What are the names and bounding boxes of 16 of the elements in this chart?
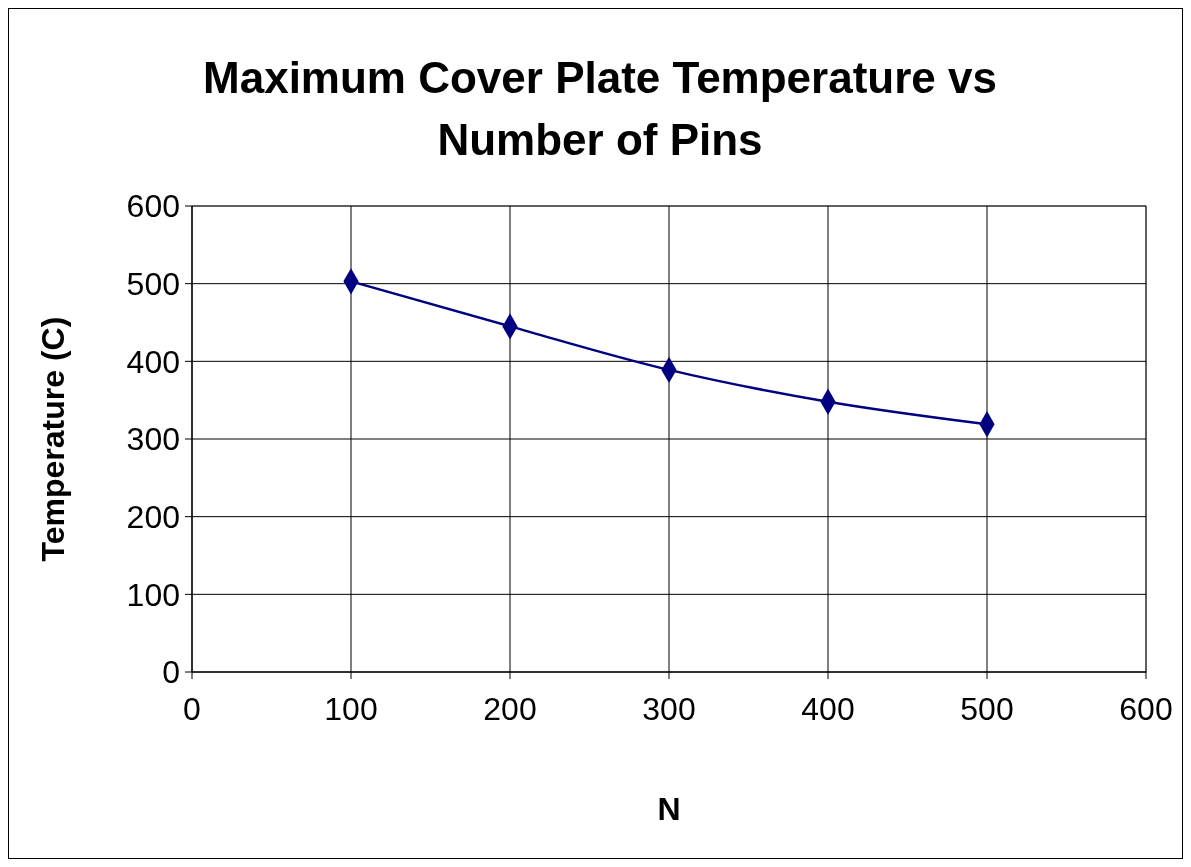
y-tick-label: 400 [126,343,180,380]
chart-title: Maximum Cover Plate Temperature vs Number of Pins [203,53,997,164]
x-tick-label: 600 [1119,691,1173,727]
y-tick-label: 500 [126,265,180,302]
x-axis-title: N [657,791,681,827]
y-tick-label: 0 [162,654,180,691]
x-tick-label: 400 [801,691,855,727]
x-tick-label: 100 [324,691,378,727]
y-tick-label: 300 [126,421,180,458]
x-tick-label: 200 [483,691,537,727]
x-tick-label: 500 [960,691,1014,727]
y-axis-title: Temperature (C) [35,316,71,562]
x-tick-label: 300 [642,691,696,727]
y-tick-label: 600 [126,188,180,225]
y-tick-label: 100 [126,576,180,613]
y-tick-label: 200 [126,498,180,535]
